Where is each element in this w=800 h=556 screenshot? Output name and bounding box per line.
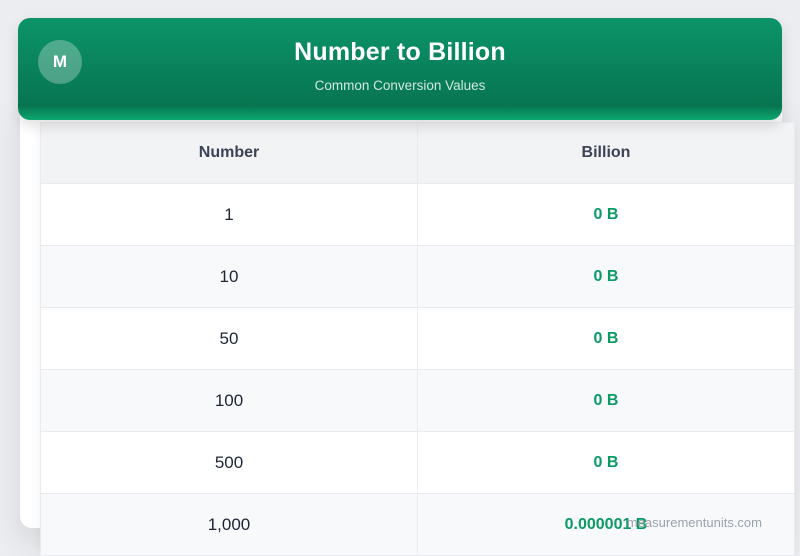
billion-cell: 0 B bbox=[417, 431, 795, 494]
header-text: Number to Billion Common Conversion Valu… bbox=[18, 38, 782, 93]
table-row: 1,000 0.000001 B bbox=[40, 493, 795, 556]
column-header-billion: Billion bbox=[417, 122, 795, 184]
number-cell: 100 bbox=[40, 369, 418, 432]
column-header-number: Number bbox=[40, 122, 418, 184]
header-card: M Number to Billion Common Conversion Va… bbox=[18, 18, 782, 120]
number-cell: 50 bbox=[40, 307, 418, 370]
billion-cell: 0 B bbox=[417, 307, 795, 370]
table-row: 1 0 B bbox=[40, 183, 795, 246]
avatar: M bbox=[38, 40, 82, 84]
avatar-letter: M bbox=[52, 52, 68, 71]
table-body: 1 0 B 10 0 B 50 0 B 100 0 B 500 0 B 1,00… bbox=[40, 183, 795, 556]
page-subtitle: Common Conversion Values bbox=[314, 78, 486, 93]
number-cell: 10 bbox=[40, 245, 418, 308]
table-row: 100 0 B bbox=[40, 369, 795, 432]
table-row: 50 0 B bbox=[40, 307, 795, 370]
page-title: Number to Billion bbox=[294, 38, 506, 66]
billion-cell: 0 B bbox=[417, 369, 795, 432]
billion-cell: 0 B bbox=[417, 183, 795, 246]
table-header-row: Number Billion bbox=[40, 122, 795, 184]
number-cell: 1 bbox=[40, 183, 418, 246]
table-row: 10 0 B bbox=[40, 245, 795, 308]
table-row: 500 0 B bbox=[40, 431, 795, 494]
watermark: measurementunits.com bbox=[626, 515, 762, 530]
conversion-table: Number Billion 1 0 B 10 0 B 50 0 B 100 0… bbox=[40, 122, 795, 556]
number-cell: 500 bbox=[40, 431, 418, 494]
billion-cell: 0.000001 B bbox=[417, 493, 795, 556]
number-cell: 1,000 bbox=[40, 493, 418, 556]
billion-cell: 0 B bbox=[417, 245, 795, 308]
